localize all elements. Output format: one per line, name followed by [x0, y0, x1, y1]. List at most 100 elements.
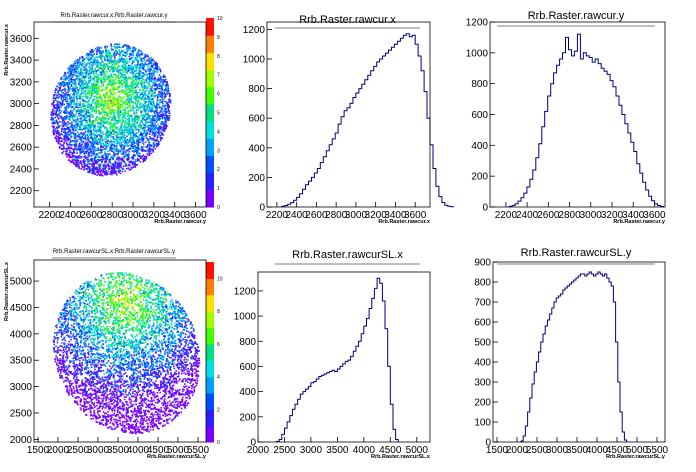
- heatmap-cell: [112, 116, 115, 118]
- heatmap-cell: [61, 139, 63, 142]
- heatmap-cell: [99, 54, 102, 57]
- heatmap-cell: [101, 64, 103, 67]
- heatmap-cell: [106, 83, 109, 86]
- heatmap-cell: [125, 61, 127, 63]
- heatmap-cell: [100, 122, 102, 125]
- heatmap-cell: [145, 134, 148, 137]
- heatmap-cell: [122, 76, 124, 79]
- heatmap-cell: [112, 163, 114, 165]
- heatmap-cell: [56, 114, 59, 116]
- heatmap-cell: [54, 94, 56, 96]
- heatmap-cell: [75, 139, 78, 141]
- heatmap-cell: [150, 77, 153, 80]
- heatmap-cell: [104, 46, 107, 48]
- heatmap-cell: [98, 117, 101, 119]
- heatmap-cell: [165, 95, 167, 98]
- heatmap-cell: [100, 146, 102, 148]
- heatmap-cell: [103, 80, 106, 83]
- heatmap-cell: [59, 115, 61, 117]
- heatmap-cell: [137, 62, 139, 64]
- heatmap-cell: [75, 133, 77, 135]
- heatmap-cell: [58, 125, 61, 127]
- heatmap-cell: [67, 103, 69, 105]
- heatmap-cell: [107, 170, 110, 172]
- heatmap-cell: [60, 77, 62, 80]
- heatmap-cell: [131, 156, 134, 158]
- heatmap-cell: [109, 79, 111, 81]
- heatmap-cell: [67, 121, 69, 123]
- heatmap-cell: [103, 63, 105, 65]
- heatmap-cell: [74, 72, 76, 75]
- heatmap-cell: [72, 129, 74, 132]
- heatmap-cell: [53, 121, 56, 124]
- heatmap-cell: [77, 65, 80, 67]
- heatmap-cell: [158, 112, 160, 114]
- heatmap-cell: [126, 62, 128, 65]
- heatmap-cell: [99, 51, 102, 54]
- heatmap-cell: [91, 137, 93, 140]
- heatmap-cell: [122, 95, 125, 98]
- heatmap-cell: [136, 114, 139, 117]
- heatmap-cell: [132, 132, 135, 134]
- heatmap-cell: [97, 128, 100, 131]
- heatmap-cell: [111, 150, 113, 152]
- heatmap-cell: [65, 115, 68, 118]
- heatmap-cell: [154, 62, 157, 65]
- heatmap-cell: [102, 67, 105, 69]
- heatmap-cell: [121, 86, 124, 88]
- heatmap-cell: [96, 141, 99, 143]
- heatmap-cell: [90, 94, 92, 96]
- heatmap-cell: [102, 107, 105, 109]
- heatmap-cell: [109, 116, 111, 118]
- heatmap-cell: [60, 85, 62, 88]
- heatmap-cell: [124, 88, 127, 91]
- heatmap-cell: [131, 83, 134, 86]
- heatmap-cell: [90, 148, 92, 150]
- heatmap-cell: [53, 131, 56, 134]
- heatmap-cell: [101, 174, 104, 177]
- heatmap-cell: [117, 80, 120, 82]
- heatmap-cell: [74, 155, 77, 157]
- heatmap-cell: [146, 139, 149, 142]
- heatmap-cell: [136, 104, 138, 107]
- heatmap-cell: [63, 81, 65, 83]
- heatmap-cell: [119, 161, 121, 164]
- heatmap-cell: [123, 63, 126, 65]
- heatmap-cell: [132, 90, 135, 93]
- heatmap-cell: [134, 103, 137, 105]
- heatmap-cell: [144, 84, 146, 87]
- heatmap-cell: [159, 91, 161, 93]
- heatmap-cell: [80, 108, 83, 111]
- heatmap-cell: [102, 82, 105, 84]
- heatmap-cell: [126, 66, 128, 69]
- heatmap-cell: [100, 64, 102, 67]
- heatmap-cell: [143, 118, 145, 121]
- heatmap-cell: [143, 115, 145, 117]
- heatmap-cell: [114, 163, 117, 165]
- heatmap-cell: [134, 159, 137, 161]
- heatmap-cell: [105, 97, 107, 99]
- heatmap-cell: [151, 66, 154, 68]
- heatmap-cell: [132, 166, 135, 168]
- heatmap-cell: [167, 88, 170, 90]
- heatmap-cell: [82, 150, 85, 152]
- heatmap-cell: [97, 66, 100, 68]
- heatmap-cell: [74, 127, 77, 129]
- heatmap-cell: [83, 151, 86, 154]
- heatmap-cell: [90, 104, 92, 106]
- heatmap-cell: [94, 70, 96, 73]
- heatmap-cell: [124, 100, 126, 103]
- heatmap-cell: [56, 139, 58, 142]
- heatmap-cell: [132, 66, 135, 69]
- heatmap-cell: [124, 116, 126, 119]
- heatmap-cell: [145, 86, 148, 89]
- heatmap-cell: [88, 72, 90, 75]
- heatmap-cell: [133, 107, 135, 110]
- heatmap-cell: [95, 53, 98, 55]
- heatmap-cell: [149, 110, 152, 113]
- heatmap-cell: [65, 140, 67, 142]
- heatmap-cell: [67, 135, 69, 137]
- heatmap-cell: [111, 148, 114, 151]
- heatmap-cell: [88, 124, 90, 126]
- heatmap-cell: [125, 80, 128, 83]
